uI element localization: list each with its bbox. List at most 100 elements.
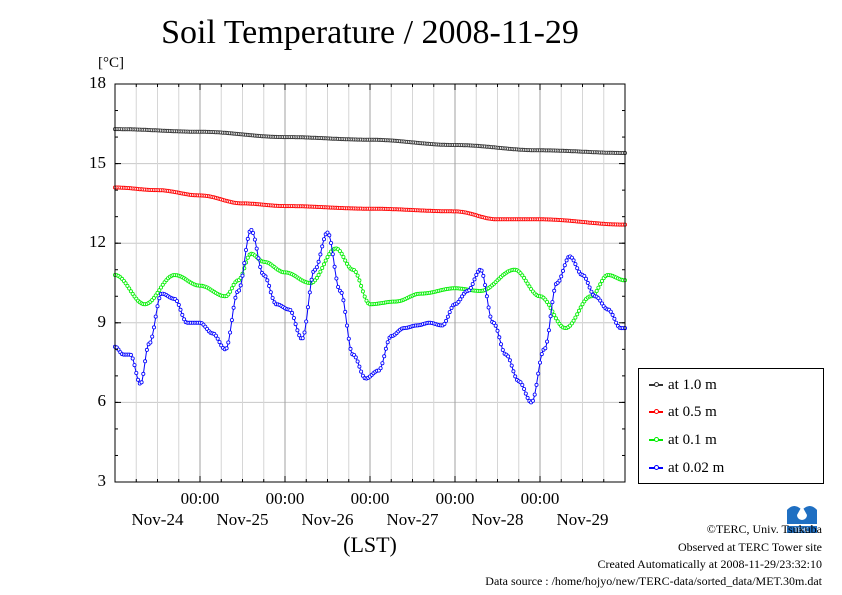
legend-label: at 0.5 m: [668, 403, 717, 420]
y-axis-unit: [°C]: [98, 55, 124, 71]
data-point: [362, 294, 367, 299]
data-point: [155, 290, 160, 295]
data-point: [608, 309, 613, 314]
data-point: [355, 359, 360, 364]
data-point: [596, 285, 601, 290]
y-tick-label: 18: [89, 73, 106, 92]
data-point: [180, 312, 185, 317]
data-point: [150, 334, 155, 339]
data-point: [383, 346, 388, 351]
data-point: [157, 288, 162, 293]
data-point: [442, 321, 447, 326]
legend-item-0-02m: at 0.02 m: [649, 458, 724, 478]
data-point: [327, 233, 332, 238]
data-point: [523, 278, 528, 283]
data-point: [488, 314, 493, 319]
data-point: [238, 283, 243, 288]
data-point: [343, 258, 348, 263]
data-point: [545, 299, 550, 304]
data-point: [153, 293, 158, 298]
data-point: [320, 265, 325, 270]
data-point: [614, 320, 619, 325]
data-point: [522, 386, 527, 391]
data-point: [479, 268, 484, 273]
data-point: [291, 315, 296, 320]
data-point: [344, 323, 349, 328]
data-point: [538, 360, 543, 365]
data-point: [213, 333, 218, 338]
data-point: [295, 328, 300, 333]
data-point: [321, 262, 326, 267]
data-point: [518, 380, 523, 385]
data-point: [598, 282, 603, 287]
series-at-1-0-m: [113, 127, 628, 155]
data-point: [546, 328, 551, 333]
data-point: [456, 299, 461, 304]
data-point: [336, 284, 341, 289]
data-point: [297, 333, 302, 338]
x-time-label: 00:00: [435, 489, 475, 508]
data-point: [224, 346, 229, 351]
data-point: [348, 346, 353, 351]
data-point: [585, 280, 590, 285]
footer-copyright: ©TERC, Univ. Tsukuba: [706, 522, 822, 536]
data-point: [245, 255, 250, 260]
data-point: [337, 249, 342, 254]
data-point: [300, 336, 305, 341]
data-point: [323, 258, 328, 263]
data-point: [445, 314, 450, 319]
data-point: [511, 369, 516, 374]
data-point: [484, 294, 489, 299]
data-point: [304, 319, 309, 324]
footer-source: Data source : /home/hojyo/new/TERC-data/…: [485, 574, 822, 588]
data-point: [577, 308, 582, 313]
data-point: [382, 354, 387, 359]
data-point: [144, 347, 149, 352]
data-point: [141, 371, 146, 376]
data-point: [178, 307, 183, 312]
data-point: [318, 269, 323, 274]
data-point: [151, 325, 156, 330]
data-point: [290, 310, 295, 315]
x-axis-label: (LST): [343, 532, 397, 557]
data-point: [314, 275, 319, 280]
data-point: [470, 281, 475, 286]
data-point: [561, 268, 566, 273]
data-point: [530, 398, 535, 403]
legend-label: at 1.0 m: [668, 376, 717, 393]
data-point: [385, 340, 390, 345]
series-layer: [113, 127, 628, 405]
data-point: [525, 395, 530, 400]
data-point: [135, 377, 140, 382]
footer-observed: Observed at TERC Tower site: [677, 540, 822, 554]
data-point: [316, 259, 321, 264]
data-point: [256, 256, 261, 261]
data-point: [217, 340, 222, 345]
data-point: [325, 230, 330, 235]
data-point: [330, 252, 335, 257]
data-point: [143, 359, 148, 364]
data-point: [548, 314, 553, 319]
data-point: [123, 281, 128, 286]
data-point: [265, 278, 270, 283]
data-point: [573, 262, 578, 267]
data-point: [128, 352, 133, 357]
x-time-label: 00:00: [180, 489, 220, 508]
data-point: [307, 290, 312, 295]
data-point: [564, 258, 569, 263]
data-point: [557, 278, 562, 283]
data-point: [481, 273, 486, 278]
legend-swatch-0-1m: [649, 437, 663, 442]
x-date-label: Nov-25: [216, 510, 269, 529]
data-point: [507, 358, 512, 363]
data-point: [128, 289, 133, 294]
data-point: [258, 264, 263, 269]
x-time-label: 00:00: [350, 489, 390, 508]
data-point: [573, 315, 578, 320]
data-point: [314, 265, 319, 270]
data-point: [600, 301, 605, 306]
data-point: [552, 288, 557, 293]
data-point: [571, 258, 576, 263]
data-point: [346, 336, 351, 341]
